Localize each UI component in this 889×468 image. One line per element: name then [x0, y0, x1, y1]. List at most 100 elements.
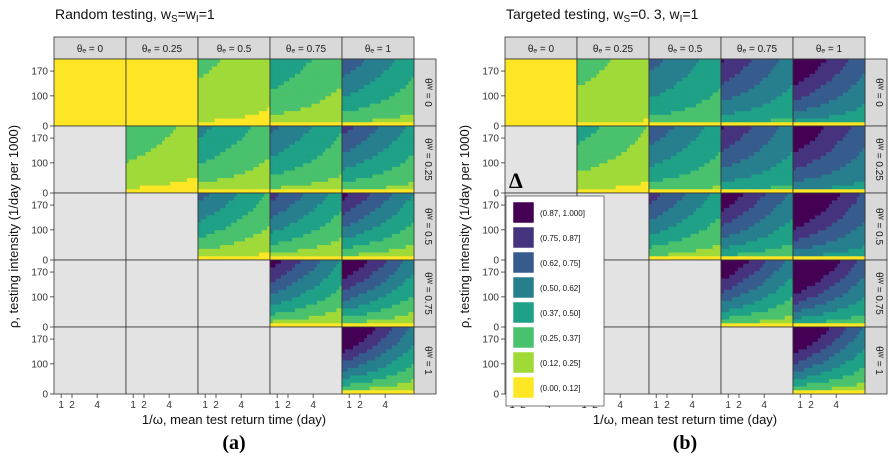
- heat-tile: [402, 107, 407, 112]
- heat-tile: [195, 122, 199, 127]
- heat-tile: [148, 81, 152, 86]
- heat-tile: [159, 152, 163, 157]
- heat-tile: [297, 204, 301, 209]
- heat-tile: [195, 152, 199, 157]
- heat-tile: [369, 114, 373, 119]
- heat-tile: [106, 111, 110, 116]
- heat-tile: [256, 126, 260, 131]
- heat-tile: [200, 185, 204, 190]
- heat-tile: [411, 114, 415, 119]
- heat-tile: [366, 174, 371, 179]
- heat-tile: [228, 129, 232, 134]
- heat-tile: [372, 155, 376, 160]
- heat-tile: [330, 189, 335, 194]
- heat-tile: [117, 70, 121, 75]
- heat-tile: [350, 129, 354, 134]
- heat-tile: [209, 88, 213, 93]
- heat-tile: [206, 77, 210, 82]
- heat-tile: [200, 166, 204, 172]
- heat-tile: [283, 122, 288, 127]
- heat-tile: [173, 62, 177, 67]
- heat-tile: [272, 155, 276, 160]
- heat-tile: [378, 99, 382, 105]
- heat-tile: [378, 66, 382, 71]
- heat-tile: [209, 77, 213, 82]
- heat-tile: [114, 73, 119, 79]
- heat-tile: [222, 163, 227, 168]
- heat-tile: [137, 81, 141, 86]
- heat-tile: [347, 178, 351, 183]
- heat-tile: [308, 222, 312, 227]
- heat-tile: [306, 233, 310, 239]
- heat-tile: [402, 66, 407, 71]
- heat-tile: [319, 122, 324, 127]
- heat-tile: [92, 122, 96, 127]
- heat-tile: [239, 196, 243, 201]
- heat-tile: [242, 70, 246, 75]
- heat-tile: [217, 193, 221, 198]
- heat-tile: [386, 59, 390, 64]
- heat-tile: [294, 70, 299, 75]
- heat-tile: [173, 155, 177, 160]
- panel-title: Random testing, wS=wI=1: [55, 6, 215, 25]
- heat-tile: [186, 122, 191, 127]
- heat-tile: [173, 181, 177, 186]
- heat-tile: [189, 81, 193, 86]
- heat-tile: [353, 92, 357, 97]
- heat-tile: [214, 159, 218, 164]
- heat-tile: [336, 73, 340, 79]
- heat-tile: [214, 193, 218, 198]
- heat-tile: [203, 252, 207, 257]
- heat-tile: [65, 59, 69, 64]
- heat-tile: [391, 111, 396, 116]
- heat-tile: [297, 118, 301, 123]
- heat-tile: [347, 189, 351, 194]
- heat-tile: [184, 137, 188, 142]
- heat-tile: [250, 207, 254, 213]
- heat-tile: [106, 118, 110, 123]
- heat-tile: [375, 85, 379, 90]
- heat-tile: [369, 178, 373, 183]
- heat-tile: [242, 144, 246, 149]
- heat-tile: [250, 96, 254, 101]
- heat-tile: [242, 159, 246, 164]
- heat-tile: [353, 96, 357, 101]
- heat-tile: [281, 152, 285, 157]
- heat-tile: [394, 66, 398, 71]
- heat-tile: [164, 185, 168, 190]
- heat-tile: [159, 81, 163, 86]
- heat-tile: [294, 129, 299, 134]
- heat-tile: [142, 137, 146, 142]
- heat-tile: [247, 92, 252, 97]
- heat-tile: [217, 256, 221, 261]
- heat-tile: [222, 103, 227, 108]
- heat-tile: [283, 148, 288, 153]
- heat-tile: [206, 252, 210, 257]
- heat-tile: [236, 81, 240, 86]
- heat-tile: [350, 99, 354, 105]
- heat-tile: [303, 133, 307, 138]
- heat-tile: [289, 163, 293, 168]
- heat-tile: [134, 185, 138, 190]
- heat-tile: [270, 81, 274, 86]
- heat-tile: [308, 126, 312, 131]
- heat-tile: [325, 73, 329, 79]
- heat-tile: [198, 155, 202, 160]
- heat-tile: [270, 73, 274, 79]
- heat-tile: [131, 144, 135, 149]
- heat-tile: [242, 193, 246, 198]
- heat-tile: [283, 129, 288, 134]
- heat-tile: [275, 193, 279, 198]
- heat-tile: [228, 241, 232, 246]
- heat-tile: [209, 137, 213, 142]
- heat-tile: [369, 148, 373, 153]
- heat-tile: [239, 166, 243, 172]
- heat-tile: [117, 73, 121, 79]
- heat-tile: [267, 103, 271, 108]
- heat-tile: [181, 88, 185, 93]
- heat-tile: [339, 122, 343, 127]
- heat-tile: [192, 111, 196, 116]
- heat-tile: [247, 226, 252, 231]
- heat-tile: [206, 114, 210, 119]
- heat-tile: [366, 103, 371, 108]
